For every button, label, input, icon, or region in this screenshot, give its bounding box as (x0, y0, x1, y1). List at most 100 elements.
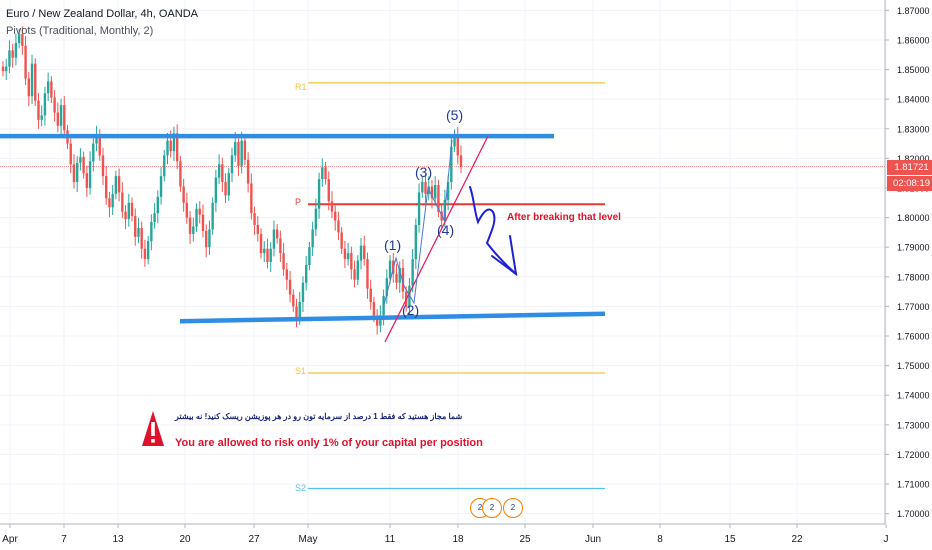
candle-body (340, 232, 343, 249)
symbol-legend-title: Euro / New Zealand Dollar, 4h, OANDA (6, 8, 198, 20)
candle-body (211, 202, 214, 230)
pivot-p-label: P (295, 197, 302, 207)
trend-line (384, 135, 489, 343)
price-tick-label: 1.73000 (897, 420, 930, 430)
candle-body (179, 161, 182, 187)
candle-body (182, 186, 185, 203)
time-tick-label: 25 (519, 534, 531, 545)
candle-body (108, 198, 111, 208)
current-price-tag-bg (887, 160, 932, 175)
price-tick-label: 1.72000 (897, 450, 930, 460)
wave-label-3: (3) (415, 164, 433, 180)
candle-body (214, 177, 218, 203)
price-tick-label: 1.82000 (897, 154, 930, 164)
projection-arrow (469, 186, 517, 275)
price-tick-label: 1.83000 (897, 124, 930, 134)
candle-body (234, 142, 237, 156)
indicator-legend[interactable]: Pivots (Traditional, Monthly, 2) (6, 25, 154, 37)
candle-body (346, 253, 350, 260)
candle-body (169, 140, 172, 151)
candle-body (79, 156, 82, 163)
candle-body (201, 214, 205, 231)
candle-body (92, 143, 95, 162)
projection-arrow-head (491, 235, 518, 277)
candle-body (163, 155, 166, 177)
candle-body (85, 173, 89, 188)
candle-body (359, 245, 363, 261)
candle-body (430, 186, 434, 199)
candle-body (308, 247, 311, 265)
wave-label-1: (1) (384, 237, 402, 253)
pivot-s2-label: S2 (295, 483, 307, 493)
candle-body (172, 133, 176, 151)
risk-note-english: You are allowed to risk only 1% of your … (175, 437, 483, 449)
time-tick-label: J (884, 534, 889, 545)
candle-body (334, 211, 337, 221)
candle-body (198, 208, 201, 215)
candle-body (192, 226, 195, 234)
candle-body (146, 241, 150, 260)
candle-body (72, 164, 76, 183)
candle-body (282, 253, 285, 270)
candle-body (124, 211, 127, 220)
time-tick-label: Jun (585, 534, 601, 545)
candle-body (185, 202, 189, 218)
candle-body (350, 253, 353, 270)
candle-body (424, 182, 427, 194)
wave-label-4: (4) (437, 222, 455, 238)
candle-body (140, 227, 143, 249)
price-tick-label: 1.85000 (897, 65, 930, 75)
time-tick-label: Apr (2, 534, 18, 545)
candle-body (269, 248, 272, 262)
price-tick-label: 1.75000 (897, 361, 930, 371)
economic-event-flag-icon[interactable]: 2 (503, 498, 523, 518)
candle-body (56, 112, 60, 126)
candle-body (388, 260, 392, 279)
candle-body (317, 179, 321, 209)
candle-body (43, 93, 47, 116)
price-tick-label: 1.80000 (897, 213, 930, 223)
candle-body (217, 164, 221, 178)
candle-body (240, 140, 243, 166)
candle-body (105, 176, 108, 199)
candle-body (98, 134, 101, 156)
candle-body (95, 134, 98, 144)
pivot-r1-label: R1 (295, 82, 307, 92)
candle-body (250, 183, 253, 214)
candle-body (398, 267, 401, 283)
candle-body (130, 202, 134, 217)
price-tick-label: 1.79000 (897, 243, 930, 253)
candle-body (259, 233, 263, 254)
candle-body (395, 273, 398, 283)
candle-body (456, 134, 459, 156)
economic-event-flag-icon[interactable]: 2 (482, 498, 502, 518)
warning-triangle-icon (142, 411, 164, 446)
candle-body (450, 146, 453, 183)
candle-body (324, 167, 327, 180)
price-tick-label: 1.77000 (897, 302, 930, 312)
time-tick-label: 15 (724, 534, 736, 545)
candle-body (321, 167, 324, 180)
candle-body (304, 264, 308, 283)
candle-body (121, 192, 124, 212)
candle-body (375, 316, 379, 326)
candle-body (314, 208, 318, 230)
time-tick-label: 8 (657, 534, 663, 545)
candle-body (298, 301, 301, 319)
candle-body (301, 282, 305, 302)
wave-label-5: (5) (446, 107, 464, 123)
candle-body (243, 140, 247, 160)
candle-body (50, 81, 53, 98)
price-tick-label: 1.78000 (897, 272, 930, 282)
candle-body (166, 140, 169, 156)
candle-body (37, 100, 40, 120)
candle-body (153, 213, 156, 223)
candle-body (134, 216, 137, 237)
candle-body (353, 269, 356, 280)
candle-body (369, 288, 372, 302)
price-tick-label: 1.70000 (897, 509, 930, 519)
time-tick-label: 20 (179, 534, 191, 545)
candle-body (379, 315, 382, 326)
candle-body (246, 159, 250, 184)
